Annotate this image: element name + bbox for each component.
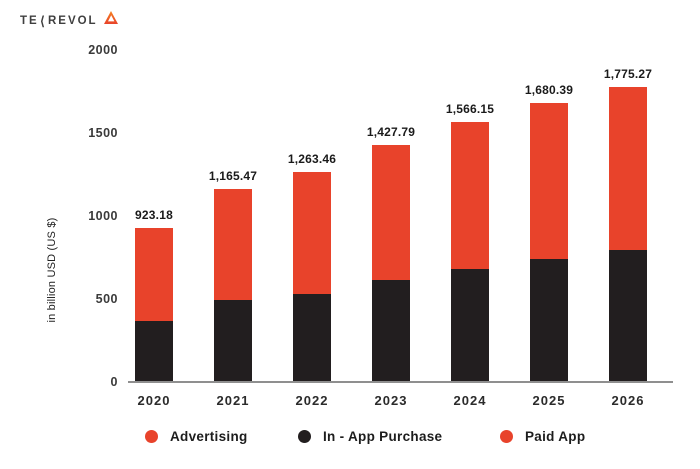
advertising-dot-icon xyxy=(145,429,158,443)
x-axis-label-2024: 2024 xyxy=(453,393,487,408)
legend-item-paid-app: Paid App xyxy=(500,428,585,444)
bar-2024-advertising-segment xyxy=(451,122,489,269)
y-axis-tick-500: 500 xyxy=(95,292,118,306)
tekrevol-logo: TE ⟨ REVOL xyxy=(20,11,118,30)
bar-2025-in-app-purchase-segment xyxy=(530,259,568,382)
y-axis-tick-1500: 1500 xyxy=(88,126,118,140)
legend-label: Paid App xyxy=(525,428,586,444)
bar-2020-advertising-segment xyxy=(135,228,173,321)
bar-2021-in-app-purchase-segment xyxy=(214,300,252,382)
x-axis-line xyxy=(128,381,673,383)
y-axis-tick-0: 0 xyxy=(110,375,118,389)
bar-2023-total-label: 1,427.79 xyxy=(366,125,416,139)
bar-2020-in-app-purchase-segment xyxy=(135,321,173,382)
x-axis-label-2026: 2026 xyxy=(611,393,645,408)
paid-app-dot-icon xyxy=(500,429,513,443)
bar-2026-in-app-purchase-segment xyxy=(609,250,647,382)
legend-item-in-app-purchase: In - App Purchase xyxy=(298,428,442,444)
bar-2022-in-app-purchase-segment xyxy=(293,294,331,382)
bar-2022-advertising-segment xyxy=(293,172,331,294)
bar-2025-total-label: 1,680.39 xyxy=(524,83,574,97)
x-axis-label-2025: 2025 xyxy=(532,393,566,408)
bar-2022-total-label: 1,263.46 xyxy=(287,152,337,166)
x-axis-label-2023: 2023 xyxy=(374,393,408,408)
x-axis-label-2022: 2022 xyxy=(295,393,329,408)
bar-2021-total-label: 1,165.47 xyxy=(208,169,258,183)
tekrevol-logo-text: TE ⟨ REVOL xyxy=(20,14,98,30)
in-app-purchase-dot-icon xyxy=(298,429,311,443)
bar-2026-advertising-segment xyxy=(609,87,647,250)
tekrevol-logo-k: ⟨ xyxy=(39,15,47,30)
x-axis-label-2021: 2021 xyxy=(216,393,250,408)
bar-2024-total-label: 1,566.15 xyxy=(445,102,495,116)
bar-2023-advertising-segment xyxy=(372,145,410,280)
legend-item-advertising: Advertising xyxy=(145,428,248,444)
legend-label: In - App Purchase xyxy=(323,428,443,444)
tekrevol-triangle-icon xyxy=(103,11,118,29)
bar-2021-advertising-segment xyxy=(214,189,252,300)
y-axis-tick-1000: 1000 xyxy=(88,209,118,223)
bar-2026-total-label: 1,775.27 xyxy=(603,67,653,81)
x-axis-label-2020: 2020 xyxy=(137,393,171,408)
bar-2024-in-app-purchase-segment xyxy=(451,269,489,382)
bar-2023-in-app-purchase-segment xyxy=(372,280,410,382)
bar-2020-total-label: 923.18 xyxy=(135,208,173,222)
y-axis-tick-2000: 2000 xyxy=(88,43,118,57)
bar-2025-advertising-segment xyxy=(530,103,568,259)
legend-label: Advertising xyxy=(170,428,248,444)
